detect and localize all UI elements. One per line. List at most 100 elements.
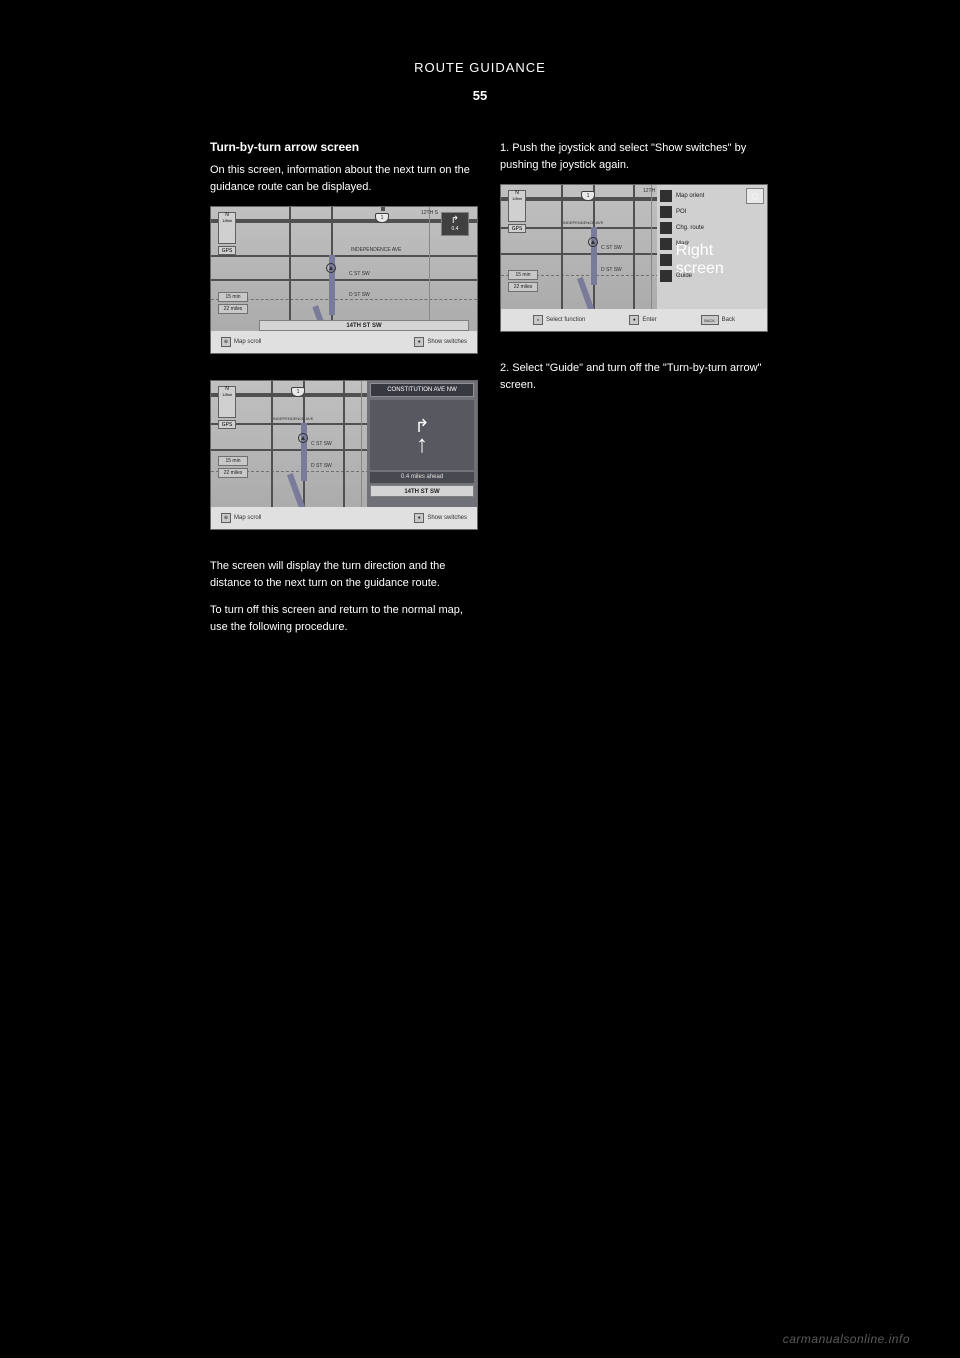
screenshot-arrow-detail: 1 INDEPENDENCE AVE C ST SW D ST SW N 1/8… [210,380,478,530]
enter-label: Enter [642,317,656,323]
option-label: Guide [676,273,692,279]
section-heading: Turn-by-turn arrow screen [210,140,480,154]
intro-text: On this screen, information about the ne… [210,162,480,196]
option-label: POI [676,209,686,215]
show-switches-label: Show switches [427,515,467,521]
joystick-icon: ⊕ [221,513,231,523]
select-function-control[interactable]: ◒ Select function [533,315,585,325]
route-line [301,423,307,481]
guide-option[interactable]: Right screen [660,253,764,267]
map-road [289,207,291,331]
scale-label: 1/8mi [509,197,525,201]
map-scroll-control[interactable]: ⊕ Map scroll [221,337,261,347]
street-label: D ST SW [311,463,332,469]
bottom-bar: ◒ Select function ● Enter BACK Back [501,309,767,331]
guide-distance: 0.4 miles ahead [370,472,474,483]
map-road [429,207,430,331]
turn-distance: 0.4 [452,226,459,232]
bottom-bar: ⊕ Map scroll ● Show switches [211,331,477,353]
map-road [381,207,385,211]
compass-icon: N 1/8mi [508,190,526,222]
turn-arrow-icon: ↱ [451,216,459,226]
guide-next-street: CONSTITUTION AVE NW [370,383,474,397]
icon-box: ⬡ [746,188,764,204]
enter-icon: ● [414,513,424,523]
option-marker [660,206,672,218]
street-label: INDEPENDENCE AVE [273,416,313,421]
page-number: 55 [0,88,960,103]
guide-arrow-display: ↱ ↑ [370,400,474,470]
explanation-text: The screen will display the turn directi… [210,558,480,592]
map-scroll-label: Map scroll [234,515,261,521]
option-marker [660,238,672,250]
joystick-icon: ⊕ [221,337,231,347]
off-instruction-text: To turn off this screen and return to th… [210,602,480,636]
street-label: C ST SW [601,245,622,251]
map-road [211,255,477,257]
street-label: D ST SW [349,292,370,298]
enter-icon: ● [629,315,639,325]
route-line [591,227,597,285]
map-road [211,449,369,451]
street-label: 12TH S [421,210,438,216]
dist-box: 22 miles [508,282,538,292]
screenshot-guide-menu: 1 INDEPENDENCE AVE C ST SW D ST SW 12TH … [500,184,768,332]
option-marker [660,270,672,282]
page-header: ROUTE GUIDANCE [0,60,960,75]
enter-control[interactable]: ● Enter [629,315,656,325]
step-2-text: 2. Select "Guide" and turn off the "Turn… [500,360,770,394]
show-switches-control[interactable]: ● Show switches [414,513,467,523]
turn-indicator-small: ↱ 0.4 [441,212,469,236]
current-street-bar: 14TH ST SW [259,320,469,331]
street-label: D ST SW [601,267,622,273]
map-road [211,299,477,300]
street-label: C ST SW [311,441,332,447]
option-label: Map orient [676,193,704,199]
joystick-icon: ◒ [533,315,543,325]
guide-option[interactable]: Guide [660,269,764,283]
guide-current-street: 14TH ST SW [370,485,474,497]
map-scroll-control[interactable]: ⊕ Map scroll [221,513,261,523]
map-scroll-label: Map scroll [234,339,261,345]
eta-box: 15 min [218,292,248,302]
back-control[interactable]: BACK Back [701,315,735,325]
map-road [633,185,635,309]
screenshot-arrow-overview: 1 INDEPENDENCE AVE C ST SW D ST SW 12TH … [210,206,478,354]
compass-icon: N 1/8mi [218,212,236,244]
dist-box: 22 miles [218,468,248,478]
right-column: 1. Push the joystick and select "Show sw… [500,140,770,404]
back-icon: BACK [701,315,719,325]
turn-guide-panel: CONSTITUTION AVE NW ↱ ↑ 0.4 miles ahead … [367,381,477,507]
show-switches-control[interactable]: ● Show switches [414,337,467,347]
gps-indicator: GPS [508,224,526,233]
guide-option[interactable]: Map orient ⬡ [660,189,764,203]
map-road [651,185,652,309]
enter-icon: ● [414,337,424,347]
step-1-text: 1. Push the joystick and select "Show sw… [500,140,770,174]
map-road [501,253,659,255]
guide-menu-panel: Map orient ⬡ POI Chg. route Mark Right s… [657,185,767,309]
guide-option[interactable]: POI [660,205,764,219]
street-label: C ST SW [349,271,370,277]
street-label: INDEPENDENCE AVE [563,220,603,225]
guide-option[interactable]: Chg. route [660,221,764,235]
map-road [561,185,563,309]
scale-label: 1/8mi [219,219,235,223]
bottom-bar: ⊕ Map scroll ● Show switches [211,507,477,529]
map-road [271,381,273,507]
map-road [343,381,345,507]
select-function-label: Select function [546,317,585,323]
gps-indicator: GPS [218,246,236,255]
scale-label: 1/8mi [219,393,235,397]
back-label: Back [722,317,735,323]
watermark: carmanualsonline.info [783,1332,910,1346]
map-road [211,279,477,281]
option-marker [660,222,672,234]
compass-icon: N 1/8mi [218,386,236,418]
left-column: Turn-by-turn arrow screen On this screen… [210,140,480,646]
dist-box: 22 miles [218,304,248,314]
eta-box: 15 min [508,270,538,280]
street-label: INDEPENDENCE AVE [351,247,401,253]
ahead-arrow-icon: ↑ [416,435,428,454]
map-road [361,381,362,507]
